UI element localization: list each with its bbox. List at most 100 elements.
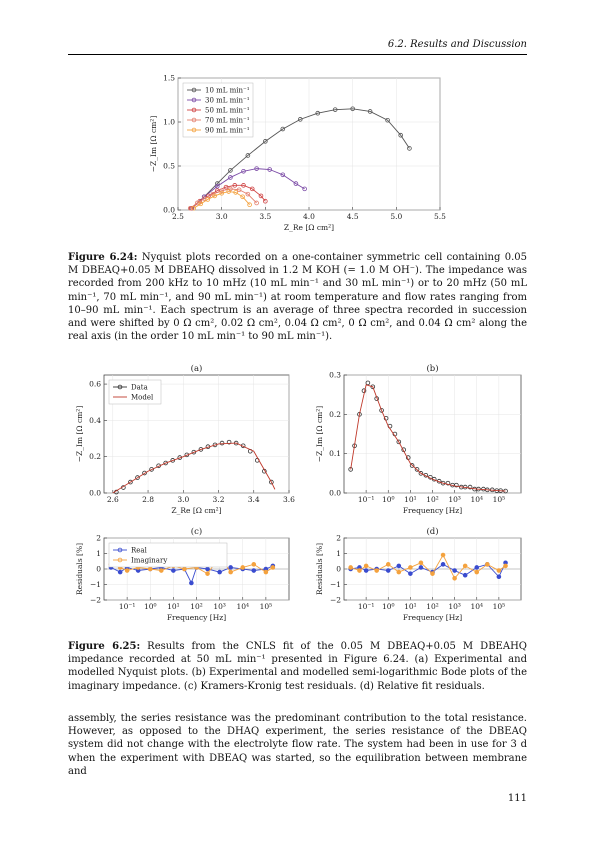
x-axis-label: Z_Re [Ω cm²] [284,223,334,232]
legend-swatch-marker [191,127,197,133]
y-axis-label: Residuals [%] [75,543,84,595]
y-tick-label: 0.1 [329,449,341,458]
data-point [348,565,353,570]
y-tick-label: 0.0 [163,206,175,215]
panel-label: (d) [426,526,438,537]
legend: Real Imaginary [108,542,228,568]
data-point [474,565,480,570]
legend-label: Real [131,547,148,555]
panel-main: 2.5 3.0 3.5 4.0 4.5 5.0 5.5 0.0 0.5 1.0 1.5 Z_Re [Ω… [150,74,446,233]
x-tick-label: 10⁴ [470,495,483,504]
x-tick-label: 2.8 [142,495,154,504]
legend-label: Model [131,394,154,402]
data-point [217,569,222,575]
y-tick-label: 0.2 [329,410,341,419]
y-tick-label: 0 [96,565,101,574]
data-point [205,566,210,572]
panel-d: 10⁻¹ 10⁰ 10¹ 10² 10³ 10⁴ 10⁵ −2 −1 0 1 2 Frequency [… [315,526,522,622]
caption-label: Figure 6.25: [68,641,141,652]
data-point [135,475,140,480]
y-tick-label: 1.0 [163,118,175,127]
x-tick-label: 4.0 [303,212,315,221]
figure-6-24-nyquist: 2.5 3.0 3.5 4.0 4.5 5.0 5.5 0.0 0.5 1.0 1.5 Z_Re [Ω… [150,74,446,233]
x-axis-label: Frequency [Hz] [167,613,226,622]
data-point [414,467,420,472]
data-point [241,168,246,174]
data-point [163,460,168,466]
data-point [117,569,123,575]
data-point [263,198,268,204]
x-tick-label: 10⁵ [260,602,273,611]
x-tick-label: 10² [426,602,439,611]
data-point [418,565,424,570]
data-point [247,202,252,208]
legend: 10 mL min⁻¹ 30 mL min⁻¹ 50 mL min⁻¹ 70 mL m… [182,82,254,138]
data-point [440,562,446,567]
data-point [269,479,274,485]
data-point [215,181,220,186]
x-axis-label: Frequency [Hz] [403,613,462,622]
data-point [315,110,321,116]
data-point [228,175,233,180]
x-tick-label: 3.0 [216,212,228,221]
x-tick-label: 10¹ [404,495,417,504]
data-point [430,571,435,576]
data-point [474,569,480,575]
series-line [190,108,410,209]
data-point [408,571,413,576]
series-line [350,554,506,580]
legend-label: 50 mL min⁻¹ [205,107,250,115]
data-point [223,184,229,190]
x-tick-label: 10² [190,602,203,611]
x-tick-label: 3.4 [248,495,260,504]
data-point [293,181,299,186]
data-point [124,568,130,573]
figure-6-25-caption: Figure 6.25: Results from the CNLS fit o… [68,640,527,693]
series-line [112,442,276,494]
page-number: 111 [507,793,527,804]
legend-swatch-marker [191,97,197,103]
data-point [147,566,153,572]
y-axis-label: −Z_Im [Ω cm²] [315,406,324,463]
data-point [398,132,404,138]
y-axis-label: −Z_Im [Ω cm²] [75,406,84,463]
data-point [191,205,197,211]
y-tick-label: 0.0 [329,489,341,498]
data-point [258,193,264,199]
data-point [467,484,473,490]
caption-label: Figure 6.24: [68,252,138,263]
data-point [241,183,246,188]
figure-6-25-panels: 2.6 2.8 3.0 3.2 3.4 3.6 0.0 0.2 0.4 0.6 Z_Re [Ω cm… [75,363,522,622]
data-point [232,183,238,188]
legend-label: Imaginary [131,557,167,565]
data-point [212,193,217,199]
data-point [226,189,231,194]
data-point [462,572,468,578]
data-point [452,576,457,581]
x-axis-label: Frequency [Hz] [403,506,462,515]
data-point [496,568,502,573]
data-point [370,384,376,390]
data-point [228,569,233,575]
data-point [385,117,390,123]
data-point [396,439,402,445]
caption-text: Results from the CNLS fit of the 0.05 M … [68,641,527,692]
data-point [350,106,355,112]
legend-swatch-marker [191,107,197,113]
data-point [170,458,176,463]
data-point [454,482,459,488]
data-point [385,562,391,567]
data-point [452,568,457,573]
data-point [219,190,224,196]
x-tick-label: 10⁴ [470,602,483,611]
legend-swatch-marker [117,557,123,563]
data-point [236,187,242,193]
data-point [267,167,272,172]
x-tick-label: 5.5 [434,212,446,221]
x-tick-label: 3.5 [259,212,271,221]
data-point [240,565,246,570]
series-line [350,384,506,492]
running-header: 6.2. Results and Discussion [68,38,527,55]
data-point [280,172,286,178]
y-tick-label: 0 [336,565,341,574]
